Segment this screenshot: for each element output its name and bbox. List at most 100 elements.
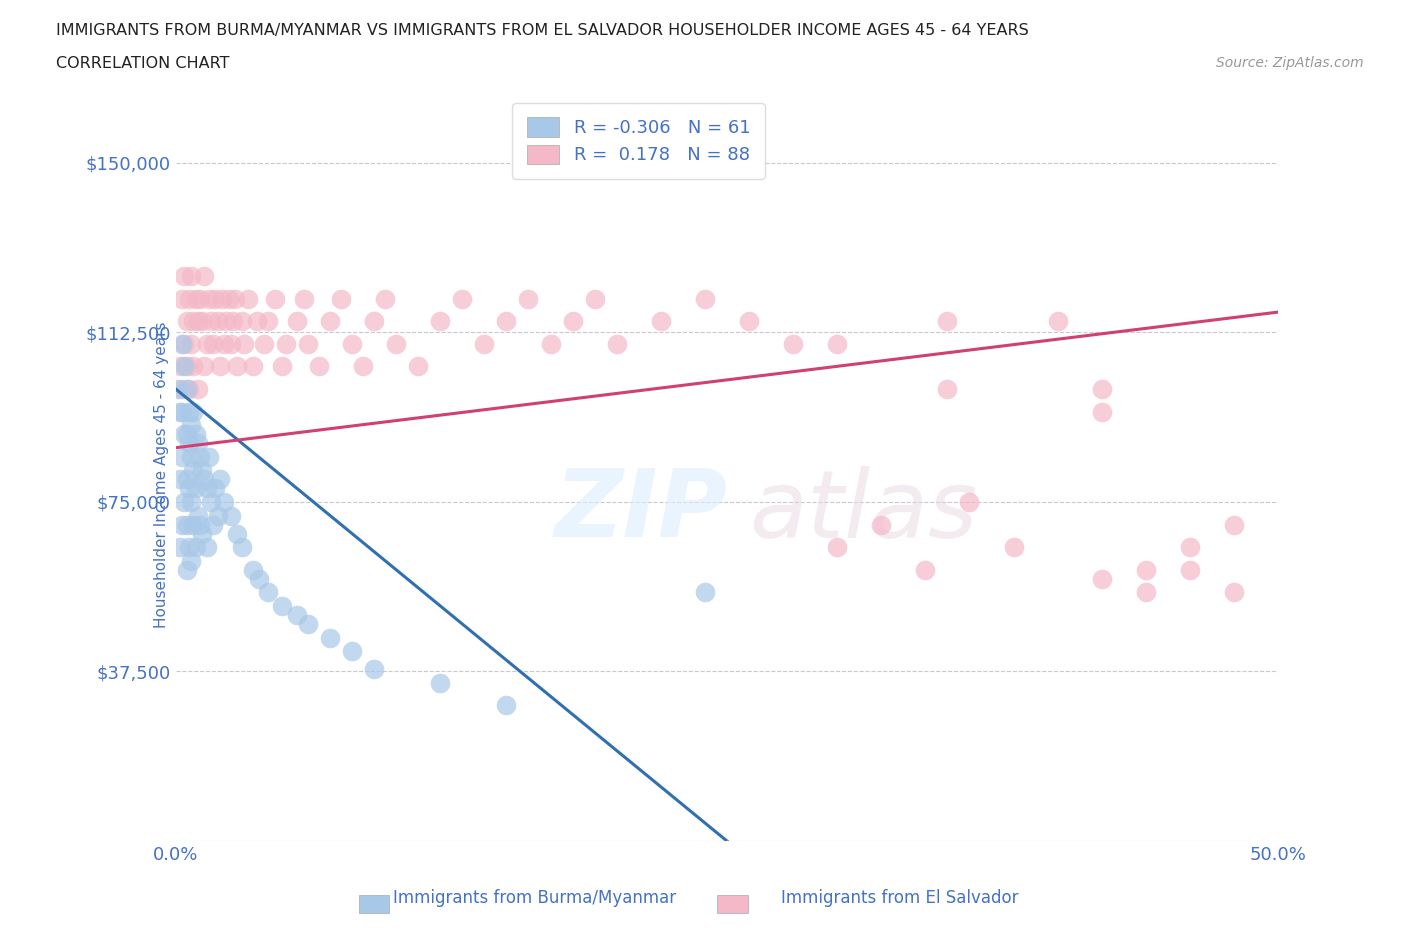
Point [181, 405, 204, 419]
Point [274, 337, 297, 352]
Point [181, 313, 204, 328]
Point [180, 449, 202, 464]
Legend: R = -0.306   N = 61, R =  0.178   N = 88: R = -0.306 N = 61, R = 0.178 N = 88 [513, 103, 765, 179]
Text: Immigrants from El Salvador: Immigrants from El Salvador [782, 889, 1018, 907]
Text: CORRELATION CHART: CORRELATION CHART [56, 56, 229, 71]
Point [224, 291, 246, 306]
Point [169, 472, 191, 486]
Point [319, 631, 342, 645]
Point [195, 337, 218, 352]
Text: atlas: atlas [749, 466, 977, 557]
Point [1223, 517, 1246, 532]
Point [738, 313, 761, 328]
Point [406, 359, 429, 374]
Point [176, 381, 198, 396]
Point [181, 463, 204, 478]
Point [176, 472, 198, 486]
Point [270, 599, 292, 614]
Point [231, 313, 253, 328]
Point [188, 517, 211, 532]
Point [429, 313, 451, 328]
Point [297, 337, 319, 352]
Point [1046, 313, 1069, 328]
Point [870, 517, 893, 532]
Point [257, 313, 280, 328]
Point [319, 313, 342, 328]
Point [215, 313, 238, 328]
Point [292, 291, 315, 306]
Point [451, 291, 474, 306]
Point [1091, 571, 1114, 586]
Point [936, 313, 959, 328]
Point [226, 526, 249, 541]
Point [195, 539, 218, 554]
Point [173, 337, 195, 352]
Point [242, 359, 264, 374]
Point [184, 481, 207, 496]
Point [184, 427, 207, 442]
Point [231, 539, 253, 554]
Point [169, 359, 191, 374]
Point [208, 472, 231, 486]
Point [257, 585, 280, 600]
Point [177, 291, 200, 306]
Point [180, 337, 202, 352]
Point [264, 291, 287, 306]
Point [169, 539, 191, 554]
Point [238, 291, 260, 306]
Text: Immigrants from Burma/Myanmar: Immigrants from Burma/Myanmar [392, 889, 676, 907]
Point [173, 269, 195, 284]
Point [187, 436, 209, 451]
Point [184, 291, 207, 306]
Point [212, 337, 235, 352]
Point [180, 418, 202, 432]
Point [540, 337, 562, 352]
Point [1091, 405, 1114, 419]
Point [176, 517, 198, 532]
Point [1178, 563, 1201, 578]
Point [246, 313, 269, 328]
Point [517, 291, 540, 306]
Point [177, 481, 200, 496]
Point [222, 313, 245, 328]
Point [650, 313, 672, 328]
Text: ZIP: ZIP [554, 465, 727, 557]
Point [363, 662, 385, 677]
Point [191, 313, 214, 328]
Point [197, 449, 219, 464]
Point [188, 291, 211, 306]
Point [188, 449, 211, 464]
Point [249, 571, 271, 586]
Point [200, 313, 222, 328]
Point [177, 405, 200, 419]
Point [1223, 585, 1246, 600]
Point [233, 337, 256, 352]
Point [204, 291, 226, 306]
Point [169, 405, 191, 419]
Point [208, 359, 231, 374]
Point [825, 539, 848, 554]
Point [1091, 381, 1114, 396]
Point [172, 291, 194, 306]
Point [218, 291, 240, 306]
Point [242, 563, 264, 578]
Point [340, 644, 363, 658]
Point [176, 427, 198, 442]
Point [285, 313, 308, 328]
Point [253, 337, 276, 352]
Point [374, 291, 396, 306]
Point [219, 337, 242, 352]
Point [308, 359, 330, 374]
Point [202, 517, 225, 532]
Point [211, 291, 233, 306]
Point [1135, 563, 1157, 578]
Point [561, 313, 583, 328]
Point [172, 449, 194, 464]
Point [285, 607, 308, 622]
Point [782, 337, 804, 352]
Point [184, 539, 207, 554]
Point [606, 337, 628, 352]
Point [173, 359, 195, 374]
Point [177, 539, 200, 554]
Point [207, 313, 229, 328]
